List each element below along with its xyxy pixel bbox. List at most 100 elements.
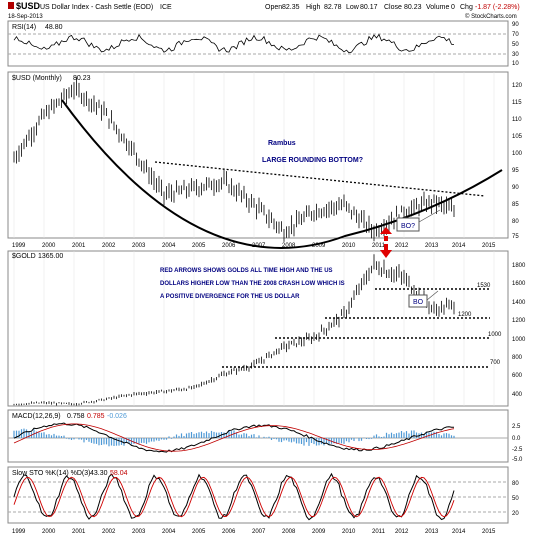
- annotation-line-2: DOLLARS HIGHER LOW THAN THE 2008 CRASH L…: [160, 281, 345, 287]
- gold-bo-pointer: [426, 290, 439, 301]
- volume-label: Volume: [426, 4, 449, 11]
- gold-tick-800: 800: [512, 355, 523, 361]
- rsi-tick-70: 70: [512, 32, 519, 38]
- gold-value: 1365.00: [38, 253, 63, 260]
- x-tick-2000: 2000: [42, 243, 56, 249]
- x-axis-top: 1999 2000 2001 2002 2003 2004 2005 2006 …: [12, 243, 496, 249]
- bx-tick-2009: 2009: [312, 529, 326, 535]
- x-tick-2007: 2007: [252, 243, 266, 249]
- usd-tick-80: 80: [512, 219, 519, 225]
- macd-label: MACD(12,26,9): [12, 413, 61, 420]
- bx-tick-2011: 2011: [372, 529, 386, 535]
- usd-tick-85: 85: [512, 202, 519, 208]
- usd-bo-pointer: [418, 209, 441, 223]
- arrow-shaft-bottom: [384, 244, 388, 250]
- gold-tick-1800: 1800: [512, 263, 526, 269]
- rsi-tick-50: 50: [512, 42, 519, 48]
- usd-tick-75: 75: [512, 234, 519, 240]
- sto-d-line: [13, 476, 455, 518]
- macd-histogram: [13, 428, 455, 447]
- macd-frame: [7, 409, 509, 463]
- rsi-tick-10: 10: [512, 61, 519, 67]
- x-axis-bottom: 1999 2000 2001 2002 2003 2004 2005 2006 …: [12, 529, 496, 535]
- usd-y-axis: 120 115 110 105 100 95 90 85 80 75: [512, 83, 523, 240]
- bx-tick-2006: 2006: [222, 529, 236, 535]
- gold-tick-1000: 1000: [512, 337, 526, 343]
- usd-panel: $USD (Monthly) 80.23 Rambus LARGE ROUNDI…: [7, 71, 523, 249]
- bx-tick-1999: 1999: [12, 529, 26, 535]
- usd-tick-100: 100: [512, 151, 523, 157]
- usd-value: 80.23: [73, 75, 91, 82]
- sto-panel: Slow STO %K(14) %D(3) 43.30 58.04 80 50 …: [7, 466, 519, 524]
- annotation-line-3: A POSITIVE DIVERGENCE FOR THE US DOLLAR: [160, 294, 300, 300]
- exchange: ICE: [160, 4, 172, 11]
- usd-bo-box: [396, 217, 420, 232]
- open-label: Open: [265, 4, 282, 11]
- x-tick-1999: 1999: [12, 243, 26, 249]
- gold-panel: 1530 1200 1000 700 $GOLD 1365.00 RED ARR…: [7, 250, 526, 407]
- gold-y-axis: 1800 1600 1400 1200 1000 800 600 400: [512, 263, 526, 398]
- rsi-label: RSI(14): [12, 24, 36, 31]
- high-value: 82.78: [324, 4, 342, 11]
- gold-tick-1600: 1600: [512, 281, 526, 287]
- x-tick-2001: 2001: [72, 243, 86, 249]
- red-divergence-arrow: [380, 227, 392, 258]
- bx-tick-2002: 2002: [102, 529, 116, 535]
- bx-tick-2004: 2004: [162, 529, 176, 535]
- rsi-frame: [7, 20, 509, 67]
- rsi-tick-30: 30: [512, 52, 519, 58]
- macd-tick-neg-2-5: -2.5: [512, 447, 523, 453]
- x-tick-2014: 2014: [452, 243, 466, 249]
- usd-gridlines: [13, 72, 495, 238]
- usd-tick-115: 115: [512, 100, 522, 106]
- macd-line: [13, 422, 455, 453]
- x-tick-2009: 2009: [312, 243, 326, 249]
- x-tick-2008: 2008: [282, 243, 296, 249]
- rounding-bottom-curve: [61, 99, 503, 249]
- arrow-down-head: [380, 250, 392, 258]
- x-tick-2002: 2002: [102, 243, 116, 249]
- usd-neckline: [154, 161, 486, 197]
- copyright: © StockCharts.com: [465, 13, 517, 20]
- gold-level-1000-label: 1000: [488, 332, 502, 338]
- chart-header: $USD US Dollar Index - Cash Settle (EOD)…: [8, 1, 520, 20]
- rsi-value: 48.80: [45, 24, 63, 31]
- gold-bo-label: BO: [413, 299, 424, 306]
- macd-tick-2-5: 2.5: [512, 424, 521, 430]
- change-value: -1.87 (-2.28%): [475, 4, 520, 11]
- usd-price-bars: [13, 77, 455, 242]
- rsi-panel: RSI(14) 48.80 90 70 50 30 10: [7, 20, 519, 67]
- bx-tick-2010: 2010: [342, 529, 356, 535]
- macd-panel: MACD(12,26,9) 0.758 0.785 -0.026 2.5 0.0…: [7, 409, 523, 463]
- sto-label: Slow STO %K(14) %D(3): [12, 470, 90, 477]
- x-tick-2005: 2005: [192, 243, 206, 249]
- arrow-up-head: [380, 227, 392, 234]
- gold-bo-box: [408, 294, 428, 308]
- macd-tick-0: 0.0: [512, 436, 521, 442]
- x-tick-2010: 2010: [342, 243, 356, 249]
- x-tick-2006: 2006: [222, 243, 236, 249]
- gold-tick-1400: 1400: [512, 300, 526, 306]
- gold-tick-600: 600: [512, 373, 523, 379]
- change-label: Chg: [460, 4, 473, 11]
- gold-level-700-label: 700: [490, 360, 501, 366]
- usd-tick-95: 95: [512, 168, 519, 174]
- chart-date: 18-Sep-2013: [8, 14, 43, 20]
- arrow-shaft-top: [384, 236, 388, 241]
- sto-tick-80: 80: [512, 481, 519, 487]
- bx-tick-2008: 2008: [282, 529, 296, 535]
- sto-k-line: [13, 472, 455, 521]
- bx-tick-2013: 2013: [425, 529, 439, 535]
- logo-icon: [8, 2, 14, 9]
- sto-frame: [7, 466, 509, 524]
- open-value: 82.35: [282, 4, 300, 11]
- x-tick-2012: 2012: [395, 243, 409, 249]
- usd-label: $USD (Monthly): [12, 75, 62, 82]
- bx-tick-2012: 2012: [395, 529, 409, 535]
- bx-tick-2014: 2014: [452, 529, 466, 535]
- bx-tick-2003: 2003: [132, 529, 146, 535]
- low-label: Low: [346, 4, 360, 11]
- gold-tick-400: 400: [512, 392, 523, 398]
